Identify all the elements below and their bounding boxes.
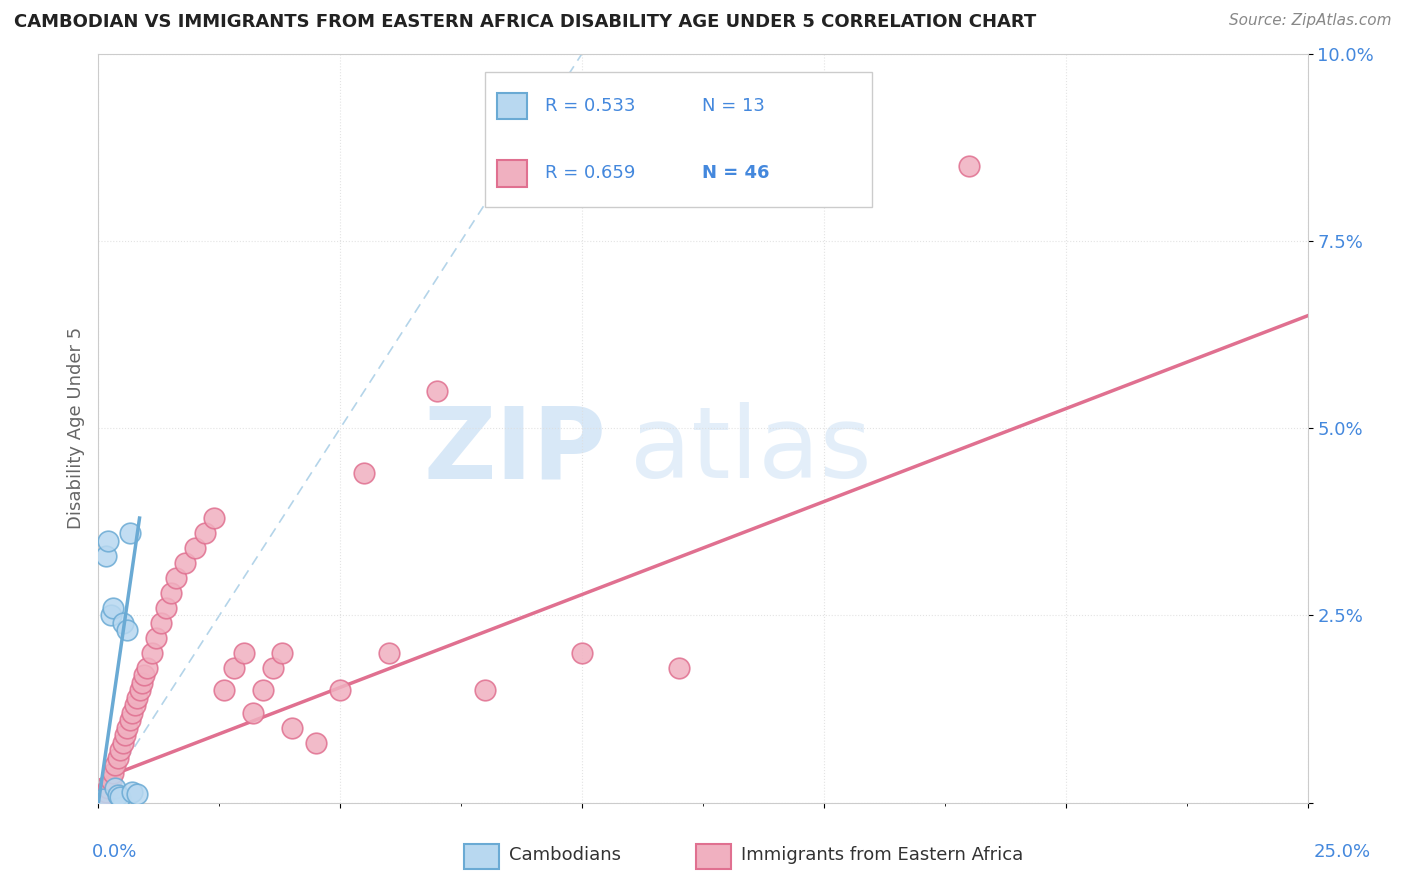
Point	[141, 646, 163, 660]
Point	[107, 751, 129, 765]
Point	[353, 466, 375, 480]
Text: 0.0%: 0.0%	[91, 843, 136, 861]
Point	[252, 683, 274, 698]
Point	[174, 556, 197, 570]
FancyBboxPatch shape	[498, 161, 527, 186]
Point	[91, 792, 114, 806]
Point	[242, 706, 264, 720]
Point	[101, 765, 124, 780]
Point	[94, 784, 117, 798]
Point	[117, 721, 139, 735]
Point	[97, 780, 120, 795]
Point	[121, 784, 143, 798]
Point	[134, 668, 156, 682]
Point	[97, 533, 120, 548]
Point	[194, 526, 217, 541]
Text: N = 13: N = 13	[703, 97, 765, 115]
Point	[571, 646, 593, 660]
Point	[127, 787, 149, 801]
Point	[108, 743, 131, 757]
Point	[160, 586, 183, 600]
Text: Cambodians: Cambodians	[509, 847, 621, 864]
Point	[100, 608, 122, 623]
Point	[165, 571, 187, 585]
Point	[114, 728, 136, 742]
FancyBboxPatch shape	[498, 93, 527, 120]
Point	[474, 683, 496, 698]
Text: CAMBODIAN VS IMMIGRANTS FROM EASTERN AFRICA DISABILITY AGE UNDER 5 CORRELATION C: CAMBODIAN VS IMMIGRANTS FROM EASTERN AFR…	[14, 13, 1036, 31]
Point	[121, 706, 143, 720]
Point	[111, 736, 134, 750]
Point	[117, 624, 139, 638]
Text: N = 46: N = 46	[703, 164, 770, 182]
Point	[377, 646, 399, 660]
Point	[118, 714, 141, 728]
Point	[155, 601, 177, 615]
Point	[212, 683, 235, 698]
Point	[271, 646, 294, 660]
Point	[100, 773, 122, 788]
Point	[104, 758, 127, 772]
Point	[128, 683, 150, 698]
Point	[305, 736, 328, 750]
Point	[262, 661, 284, 675]
Text: 25.0%: 25.0%	[1313, 843, 1371, 861]
Point	[150, 615, 173, 630]
Point	[184, 541, 207, 555]
Text: atlas: atlas	[630, 402, 872, 500]
Point	[94, 549, 117, 563]
Point	[426, 384, 449, 398]
Text: Immigrants from Eastern Africa: Immigrants from Eastern Africa	[741, 847, 1024, 864]
Point	[91, 789, 114, 803]
Point	[124, 698, 146, 713]
Point	[222, 661, 245, 675]
Point	[281, 721, 304, 735]
Point	[232, 646, 254, 660]
Point	[104, 780, 127, 795]
Text: R = 0.533: R = 0.533	[546, 97, 636, 115]
Point	[111, 615, 134, 630]
Point	[145, 631, 167, 645]
Point	[107, 789, 129, 803]
Y-axis label: Disability Age Under 5: Disability Age Under 5	[66, 327, 84, 529]
Point	[101, 601, 124, 615]
Text: Source: ZipAtlas.com: Source: ZipAtlas.com	[1229, 13, 1392, 29]
Point	[108, 789, 131, 804]
Point	[127, 690, 149, 705]
Point	[204, 511, 226, 525]
Point	[329, 683, 352, 698]
Point	[668, 661, 690, 675]
Point	[131, 676, 153, 690]
Text: R = 0.659: R = 0.659	[546, 164, 636, 182]
Point	[118, 526, 141, 541]
FancyBboxPatch shape	[485, 72, 872, 207]
Point	[135, 661, 157, 675]
Point	[957, 159, 980, 173]
Text: ZIP: ZIP	[423, 402, 606, 500]
